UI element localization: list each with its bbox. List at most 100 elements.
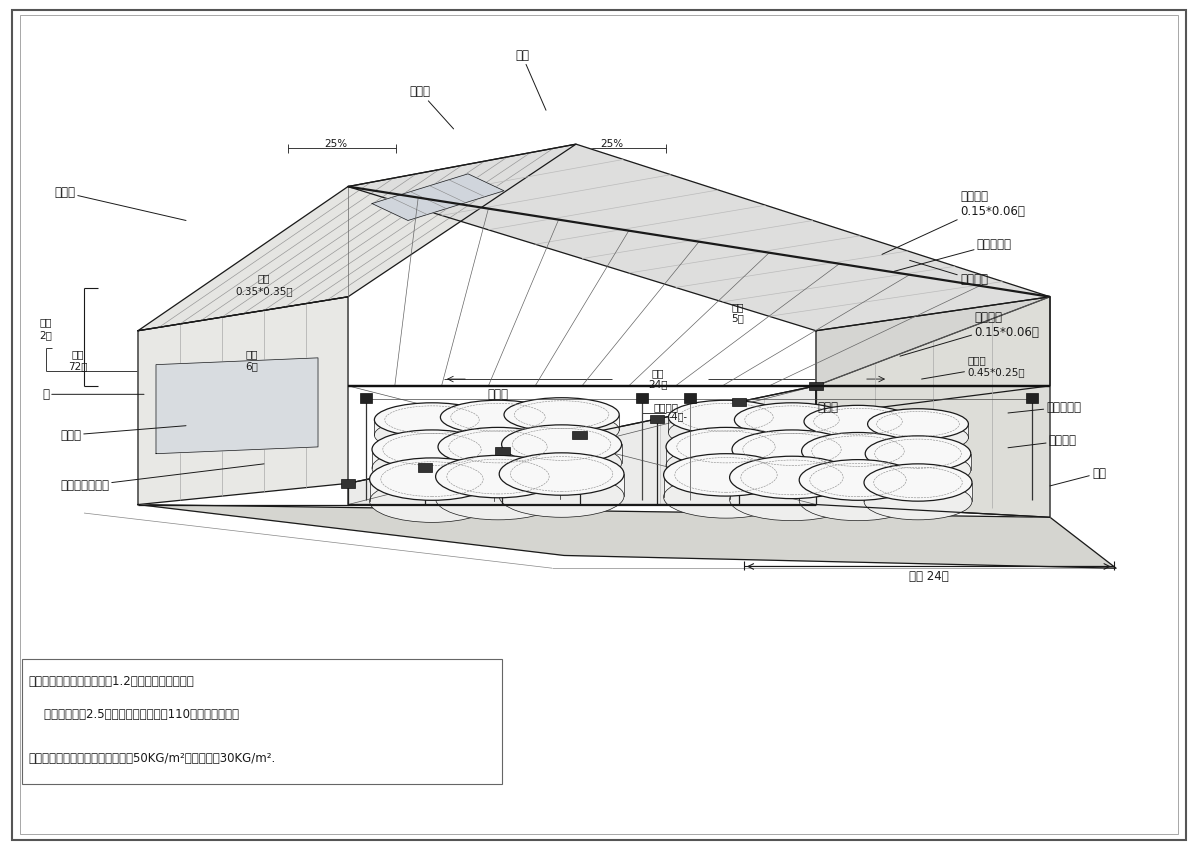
Ellipse shape bbox=[372, 449, 492, 488]
Bar bbox=[572, 431, 587, 439]
Polygon shape bbox=[499, 474, 624, 496]
Text: 高度: 高度 bbox=[40, 317, 52, 327]
Polygon shape bbox=[865, 454, 971, 470]
Text: 屋面板: 屋面板 bbox=[54, 186, 186, 220]
Bar bbox=[636, 393, 648, 403]
Ellipse shape bbox=[440, 400, 556, 434]
Text: -4米-: -4米- bbox=[668, 411, 688, 421]
Bar bbox=[496, 447, 510, 455]
Ellipse shape bbox=[664, 476, 788, 518]
Polygon shape bbox=[502, 444, 622, 463]
Text: 窗: 窗 bbox=[42, 388, 144, 401]
Polygon shape bbox=[664, 475, 788, 497]
Ellipse shape bbox=[438, 427, 558, 466]
Text: 屋脊: 屋脊 bbox=[515, 48, 546, 110]
Text: 屋面板：两层2.5毫米冷弯镀锌板，夹110毫米厚轻质隔声: 屋面板：两层2.5毫米冷弯镀锌板，夹110毫米厚轻质隔声 bbox=[29, 708, 239, 722]
Text: 采光板: 采光板 bbox=[409, 85, 454, 129]
Ellipse shape bbox=[664, 454, 788, 496]
Text: 柱距: 柱距 bbox=[246, 349, 258, 360]
Ellipse shape bbox=[499, 453, 624, 495]
Polygon shape bbox=[138, 297, 348, 505]
Ellipse shape bbox=[730, 478, 854, 521]
Text: 注：车间两端墙板安装直径1.2米抽风机确保通风。: 注：车间两端墙板安装直径1.2米抽风机确保通风。 bbox=[29, 675, 194, 689]
Ellipse shape bbox=[374, 418, 490, 452]
Text: 5米: 5米 bbox=[732, 313, 744, 323]
Bar bbox=[684, 393, 696, 403]
Ellipse shape bbox=[668, 416, 784, 449]
Text: 2米: 2米 bbox=[40, 330, 52, 340]
Polygon shape bbox=[799, 480, 917, 500]
Polygon shape bbox=[370, 479, 494, 501]
Ellipse shape bbox=[799, 480, 917, 521]
Text: 墙面板: 墙面板 bbox=[60, 426, 186, 442]
Polygon shape bbox=[864, 483, 972, 501]
Polygon shape bbox=[372, 449, 492, 468]
Ellipse shape bbox=[868, 422, 968, 453]
Ellipse shape bbox=[370, 458, 494, 500]
Text: 25%: 25% bbox=[324, 139, 348, 149]
Ellipse shape bbox=[732, 430, 852, 469]
Ellipse shape bbox=[804, 405, 912, 438]
Polygon shape bbox=[374, 420, 490, 435]
Text: 24米: 24米 bbox=[648, 379, 667, 389]
Ellipse shape bbox=[504, 398, 619, 432]
Text: 0.35*0.35米: 0.35*0.35米 bbox=[235, 286, 293, 296]
Ellipse shape bbox=[734, 418, 850, 452]
Ellipse shape bbox=[734, 403, 850, 437]
Bar bbox=[649, 415, 664, 423]
Polygon shape bbox=[730, 477, 854, 499]
Polygon shape bbox=[348, 144, 1050, 331]
Ellipse shape bbox=[668, 400, 784, 434]
Text: 6米: 6米 bbox=[246, 361, 258, 371]
Text: 72米: 72米 bbox=[68, 361, 88, 371]
Text: 屋面墙面剪刀撑: 屋面墙面剪刀撑 bbox=[60, 464, 264, 493]
Ellipse shape bbox=[440, 416, 556, 449]
Polygon shape bbox=[138, 505, 1116, 568]
Text: 总长: 总长 bbox=[72, 349, 84, 360]
Bar bbox=[22, 659, 502, 784]
Polygon shape bbox=[138, 144, 576, 331]
Ellipse shape bbox=[865, 452, 971, 488]
Ellipse shape bbox=[436, 455, 560, 498]
Bar bbox=[418, 463, 432, 471]
Ellipse shape bbox=[502, 425, 622, 464]
Text: 底脚螺栓: 底脚螺栓 bbox=[910, 260, 988, 287]
Ellipse shape bbox=[438, 446, 558, 485]
Bar bbox=[360, 393, 372, 403]
Polygon shape bbox=[348, 386, 816, 505]
Polygon shape bbox=[156, 358, 318, 454]
Ellipse shape bbox=[802, 449, 914, 487]
Ellipse shape bbox=[666, 427, 786, 466]
Ellipse shape bbox=[370, 480, 494, 522]
Polygon shape bbox=[816, 297, 1050, 517]
Text: 25%: 25% bbox=[600, 139, 624, 149]
Ellipse shape bbox=[374, 403, 490, 437]
Polygon shape bbox=[436, 477, 560, 499]
Ellipse shape bbox=[864, 464, 972, 501]
Text: 高强度螺栓: 高强度螺栓 bbox=[1008, 400, 1081, 414]
Text: 屋脊: 屋脊 bbox=[732, 302, 744, 312]
Ellipse shape bbox=[502, 444, 622, 483]
Text: 总宽 24米: 总宽 24米 bbox=[908, 570, 949, 583]
Text: 工作通道: 工作通道 bbox=[654, 402, 678, 412]
Text: 屋面檩条
0.15*0.06米: 屋面檩条 0.15*0.06米 bbox=[882, 189, 1025, 254]
Polygon shape bbox=[504, 415, 619, 430]
Polygon shape bbox=[440, 417, 556, 432]
Text: 养殖池: 养殖池 bbox=[487, 388, 509, 401]
Text: 养殖池: 养殖池 bbox=[817, 400, 839, 414]
Polygon shape bbox=[666, 447, 786, 466]
Text: 角柱: 角柱 bbox=[1050, 466, 1106, 486]
Polygon shape bbox=[668, 417, 784, 432]
Ellipse shape bbox=[868, 409, 968, 439]
Polygon shape bbox=[438, 447, 558, 466]
Polygon shape bbox=[804, 421, 912, 436]
Text: 檐口檩条
0.15*0.06米: 檐口檩条 0.15*0.06米 bbox=[900, 310, 1039, 356]
Text: 屋面梁
0.45*0.25米: 屋面梁 0.45*0.25米 bbox=[922, 355, 1025, 379]
Polygon shape bbox=[868, 424, 968, 438]
Polygon shape bbox=[372, 174, 504, 220]
Ellipse shape bbox=[499, 475, 624, 517]
Ellipse shape bbox=[730, 456, 854, 499]
Polygon shape bbox=[732, 449, 852, 468]
Ellipse shape bbox=[799, 460, 917, 500]
Text: 连续梁框架: 连续梁框架 bbox=[894, 237, 1012, 271]
